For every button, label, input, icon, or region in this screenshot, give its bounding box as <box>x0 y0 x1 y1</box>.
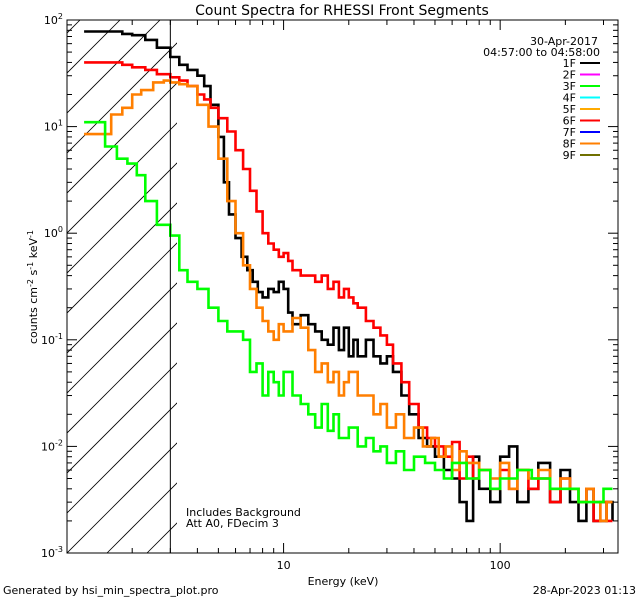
x-tick-label: 10 <box>277 559 291 572</box>
y-axis: 102 101 100 10-1 10-2 10-3 <box>41 12 618 560</box>
hatched-region <box>67 20 177 553</box>
legend-label-5f: 5F <box>563 103 576 116</box>
legend-label-8f: 8F <box>563 138 576 151</box>
x-axis: 10 100 <box>66 20 605 572</box>
plot-frame <box>66 19 619 554</box>
y-tick-label: 100 <box>44 225 63 240</box>
hatch-line <box>67 20 161 114</box>
annotation-background: Includes Background <box>186 506 301 519</box>
y-tick-label: 10-1 <box>41 332 63 347</box>
annotation-attenuator: Att A0, FDecim 3 <box>186 517 279 530</box>
legend-label-1f: 1F <box>563 57 576 70</box>
hatch-line <box>67 42 177 154</box>
hatch-line <box>67 242 177 354</box>
hatch-line <box>67 202 177 314</box>
series-layer <box>84 30 614 523</box>
y-tick-label: 10-3 <box>41 545 63 560</box>
time-range-label: 04:57:00 to 04:58:00 <box>483 46 600 59</box>
series-line-3f <box>84 120 613 504</box>
hatch-line <box>67 442 177 553</box>
footer-generator: Generated by hsi_min_spectra_plot.pro <box>3 584 219 597</box>
hatch-line <box>67 402 177 514</box>
hatch-line <box>67 362 177 474</box>
legend-label-4f: 4F <box>563 92 576 105</box>
legend-label-6f: 6F <box>563 115 576 128</box>
y-axis-label: counts cm-2 s-1 keV-1 <box>26 230 40 344</box>
legend-label-3f: 3F <box>563 80 576 93</box>
date-label: 30-Apr-2017 <box>530 35 598 48</box>
y-tick-label: 102 <box>44 12 63 27</box>
legend-label-2f: 2F <box>563 69 576 82</box>
x-axis-label: Energy (keV) <box>308 575 379 588</box>
y-tick-label: 10-2 <box>41 438 63 453</box>
y-tick-label: 101 <box>44 119 63 134</box>
x-tick-label: 100 <box>490 559 511 572</box>
chart-title: Count Spectra for RHESSI Front Segments <box>195 3 489 19</box>
legend-label-7f: 7F <box>563 126 576 139</box>
hatch-line <box>67 82 177 194</box>
footer-timestamp: 28-Apr-2023 01:13 <box>533 584 636 597</box>
legend-label-9f: 9F <box>563 149 576 162</box>
